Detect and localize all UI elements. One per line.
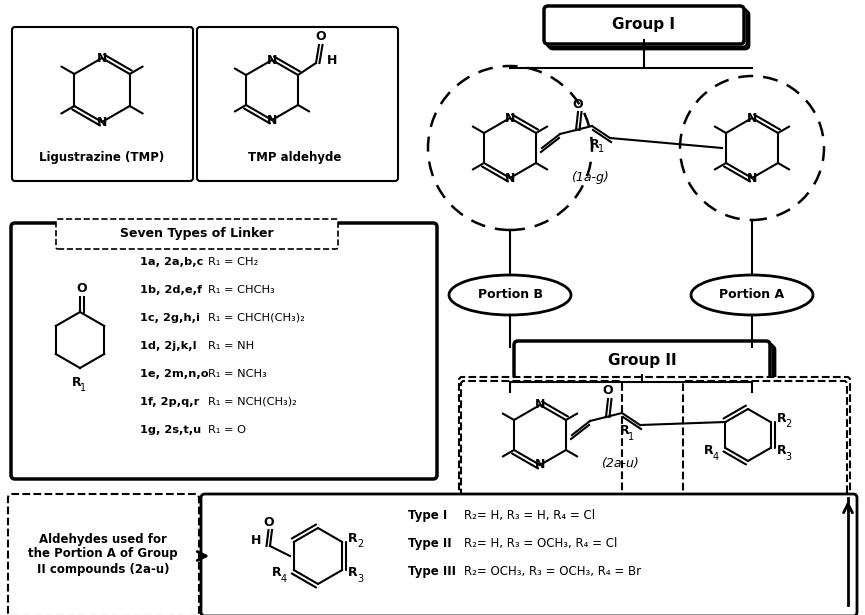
Text: R₁ = CHCH₃: R₁ = CHCH₃: [208, 285, 275, 295]
Text: O: O: [264, 515, 274, 528]
FancyBboxPatch shape: [549, 11, 749, 49]
Text: R₁ = NCH₃: R₁ = NCH₃: [208, 369, 266, 379]
Text: Type I: Type I: [408, 509, 447, 523]
Text: H: H: [327, 54, 337, 66]
Text: Group II: Group II: [608, 352, 676, 368]
Text: R₁ = O: R₁ = O: [208, 425, 246, 435]
Text: R: R: [349, 531, 358, 544]
Text: 1e, 2m,n,o: 1e, 2m,n,o: [140, 369, 208, 379]
Text: (1a-g): (1a-g): [571, 172, 609, 184]
Text: R: R: [349, 566, 358, 579]
Text: Type III: Type III: [408, 566, 456, 579]
Text: Group I: Group I: [612, 17, 676, 33]
Text: R₂= OCH₃, R₃ = OCH₃, R₄ = Br: R₂= OCH₃, R₃ = OCH₃, R₄ = Br: [464, 566, 641, 579]
Text: N: N: [97, 116, 107, 129]
Text: 2: 2: [357, 539, 363, 549]
FancyBboxPatch shape: [197, 27, 398, 181]
Text: N: N: [746, 111, 757, 124]
Text: R: R: [72, 376, 81, 389]
Text: 4: 4: [281, 574, 287, 584]
Text: N: N: [746, 172, 757, 184]
FancyBboxPatch shape: [8, 494, 199, 615]
Text: 1a, 2a,b,c: 1a, 2a,b,c: [140, 257, 203, 267]
Text: R₂= H, R₃ = H, R₄ = Cl: R₂= H, R₃ = H, R₄ = Cl: [464, 509, 595, 523]
Text: R: R: [703, 445, 713, 458]
FancyBboxPatch shape: [459, 377, 850, 501]
Text: Ligustrazine (TMP): Ligustrazine (TMP): [40, 151, 164, 164]
Text: N: N: [266, 114, 277, 127]
Text: Type II: Type II: [408, 538, 452, 550]
Text: O: O: [603, 384, 613, 397]
Text: 1: 1: [598, 144, 604, 154]
Text: TMP aldehyde: TMP aldehyde: [248, 151, 342, 164]
Text: R₁ = CHCH(CH₃)₂: R₁ = CHCH(CH₃)₂: [208, 313, 304, 323]
Text: (2a-u): (2a-u): [601, 456, 639, 469]
Text: Seven Types of Linker: Seven Types of Linker: [120, 228, 274, 240]
FancyBboxPatch shape: [519, 346, 775, 384]
FancyBboxPatch shape: [12, 27, 193, 181]
Text: N: N: [505, 111, 516, 124]
FancyBboxPatch shape: [683, 381, 847, 499]
Text: Portion A: Portion A: [720, 288, 785, 301]
Text: R: R: [777, 411, 786, 424]
Text: O: O: [573, 98, 583, 111]
Text: R: R: [272, 566, 281, 579]
Text: 2: 2: [785, 419, 791, 429]
FancyBboxPatch shape: [461, 381, 622, 499]
Text: R: R: [620, 424, 630, 437]
Text: 1: 1: [80, 383, 86, 393]
Text: N: N: [535, 459, 545, 472]
FancyBboxPatch shape: [544, 6, 744, 44]
Text: R: R: [777, 445, 786, 458]
FancyBboxPatch shape: [11, 223, 437, 479]
Text: R₁ = CH₂: R₁ = CH₂: [208, 257, 259, 267]
Text: 1d, 2j,k,l: 1d, 2j,k,l: [140, 341, 196, 351]
Text: Portion B: Portion B: [477, 288, 542, 301]
Text: Aldehydes used for
the Portion A of Group
II compounds (2a-u): Aldehydes used for the Portion A of Grou…: [29, 533, 178, 576]
FancyBboxPatch shape: [56, 219, 338, 249]
Text: 1c, 2g,h,i: 1c, 2g,h,i: [140, 313, 200, 323]
FancyBboxPatch shape: [514, 341, 770, 379]
Text: R: R: [590, 138, 599, 151]
Text: N: N: [266, 54, 277, 66]
Text: 1g, 2s,t,u: 1g, 2s,t,u: [140, 425, 202, 435]
Text: 1f, 2p,q,r: 1f, 2p,q,r: [140, 397, 199, 407]
Text: 1: 1: [628, 432, 634, 442]
FancyBboxPatch shape: [517, 344, 773, 382]
Text: N: N: [505, 172, 516, 184]
Text: R₁ = NCH(CH₃)₂: R₁ = NCH(CH₃)₂: [208, 397, 297, 407]
Text: R₂= H, R₃ = OCH₃, R₄ = Cl: R₂= H, R₃ = OCH₃, R₄ = Cl: [464, 538, 618, 550]
Text: 4: 4: [713, 452, 719, 462]
Text: R₁ = NH: R₁ = NH: [208, 341, 254, 351]
Text: O: O: [316, 31, 326, 44]
Text: 3: 3: [357, 574, 363, 584]
Text: N: N: [97, 52, 107, 65]
Text: N: N: [535, 399, 545, 411]
Text: 3: 3: [785, 452, 791, 462]
Text: H: H: [251, 534, 261, 547]
Text: O: O: [77, 282, 87, 295]
Text: 1b, 2d,e,f: 1b, 2d,e,f: [140, 285, 202, 295]
FancyBboxPatch shape: [201, 494, 857, 615]
FancyBboxPatch shape: [547, 9, 747, 47]
